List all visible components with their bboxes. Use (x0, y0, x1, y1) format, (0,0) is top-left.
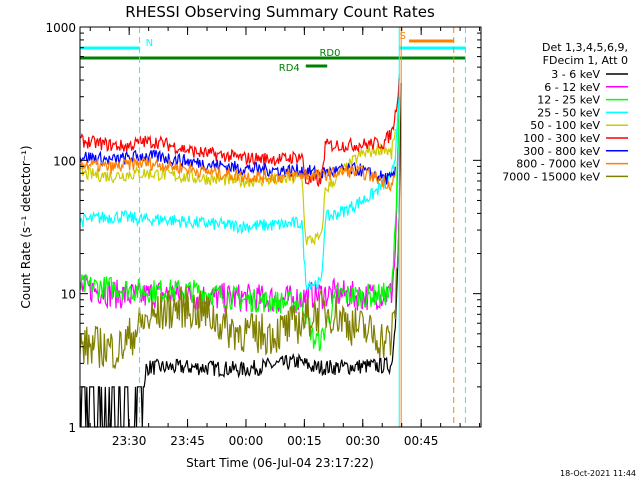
axis-layer: 1 10 100 1000 23:30 23:45 00:00 00:15 00:30 00:45 (45, 21, 481, 448)
legend-header-line: Det 1,3,4,5,6,9, (542, 41, 628, 54)
series-line-12-25-kev (79, 97, 400, 352)
x-axis-label: Start Time (06-Jul-04 23:17:22) (186, 456, 374, 470)
legend-label-25-50-kev: 25 - 50 keV (537, 106, 600, 119)
series-line-25-50-kev (79, 73, 400, 291)
x-tick-label: 00:45 (404, 434, 439, 448)
legend-label-100-300-kev: 100 - 300 keV (523, 132, 600, 145)
series-line-800-7000-kev (79, 155, 396, 192)
legend-label-12-25-kev: 12 - 25 keV (537, 94, 600, 107)
plot-frame (79, 26, 482, 428)
series-layer (79, 73, 402, 428)
x-tick-label: 23:30 (112, 434, 147, 448)
legend-label-3-6-kev: 3 - 6 keV (551, 68, 600, 81)
chart-title: RHESSI Observing Summary Count Rates (125, 3, 435, 21)
series-line-7000-15000-kev (79, 212, 400, 369)
x-tick-label: 00:30 (345, 434, 380, 448)
state-label-s: S (400, 31, 406, 42)
legend-header-line: FDecim 1, Att 0 (543, 54, 628, 67)
legend-label-6-12-kev: 6 - 12 keV (544, 81, 600, 94)
x-tick-label: 23:45 (170, 434, 205, 448)
state-label-rd0: RD0 (319, 48, 340, 59)
y-tick-label: 1000 (45, 21, 76, 35)
marker-layer: N S RD0 RD4 (80, 27, 466, 427)
y-tick-label: 10 (61, 288, 76, 302)
x-tick-label: 00:15 (287, 434, 322, 448)
legend: Det 1,3,4,5,6,9,FDecim 1, Att 03 - 6 keV… (502, 41, 628, 183)
legend-label-800-7000-kev: 800 - 7000 keV (516, 158, 600, 171)
legend-label-7000-15000-kev: 7000 - 15000 keV (502, 170, 600, 183)
legend-label-50-100-kev: 50 - 100 keV (530, 119, 600, 132)
series-line-100-300-kev (79, 77, 400, 187)
y-tick-label: 100 (53, 154, 76, 168)
timestamp: 18-Oct-2021 11:44 (560, 469, 636, 478)
y-tick-label: 1 (68, 421, 76, 435)
state-label-n: N (146, 38, 153, 49)
y-axis-label: Count Rate (s⁻¹ detector⁻¹) (19, 145, 33, 308)
x-tick-label: 00:00 (229, 434, 264, 448)
state-label-rd4: RD4 (279, 63, 300, 74)
legend-label-300-800-kev: 300 - 800 keV (523, 145, 600, 158)
